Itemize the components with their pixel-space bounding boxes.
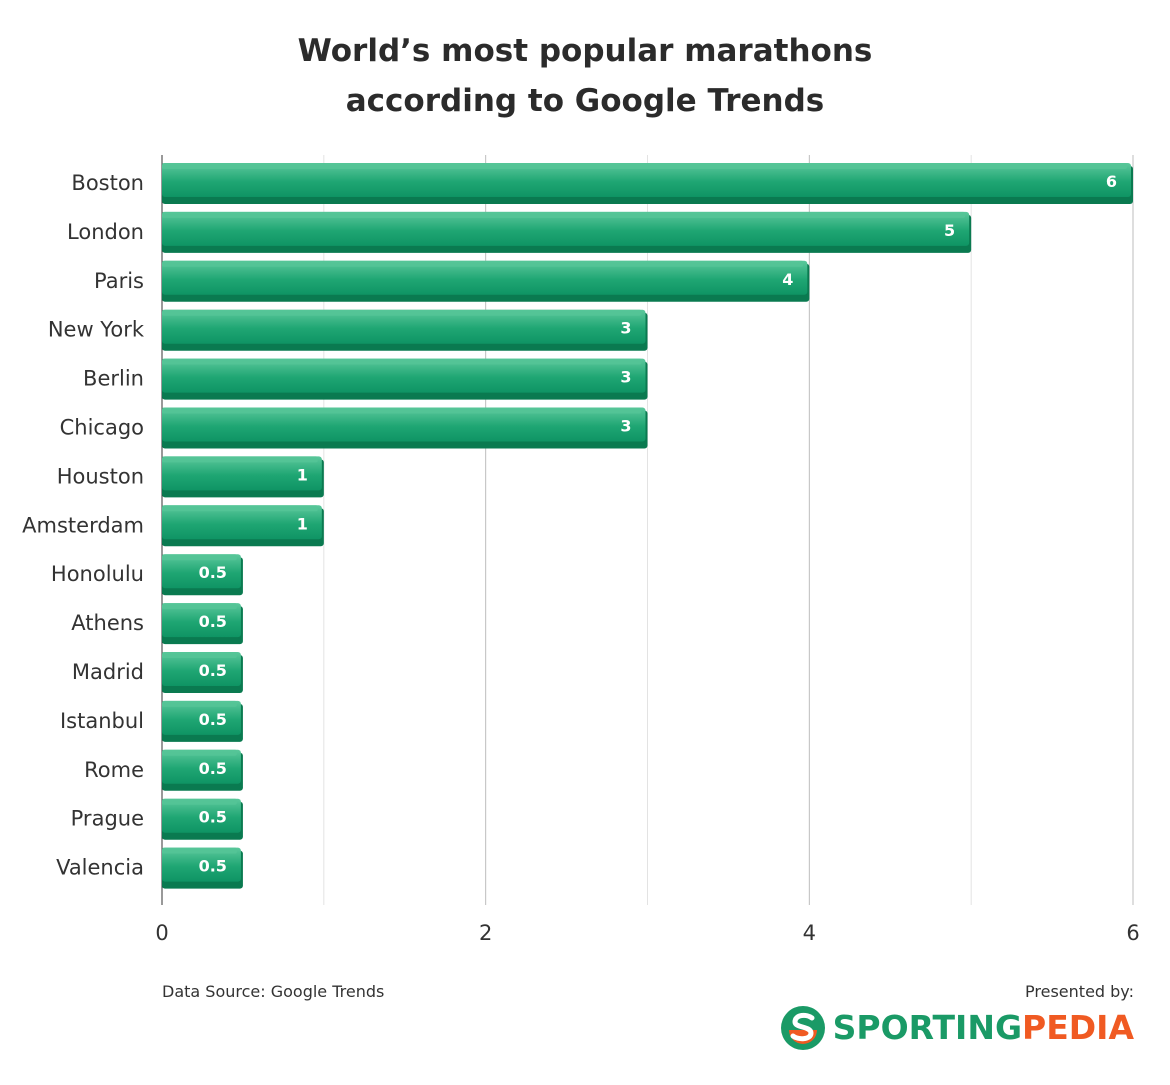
bar-group: 1 [162,505,324,547]
bar-value-label: 6 [1106,172,1117,191]
bar-highlight [162,309,642,316]
category-label: Valencia [56,856,144,880]
chart-title-line2: according to Google Trends [345,83,825,119]
category-label: Amsterdam [22,513,144,537]
presented-by-label: Presented by: [1025,982,1134,1001]
bar-value-label: 0.5 [199,612,227,631]
bar-highlight [162,456,318,463]
bar-highlight [162,652,237,658]
bar [162,456,322,491]
sportingpedia-logo: SPORTINGPEDIA [779,1004,1134,1052]
bar-value-label: 0.5 [199,759,227,778]
bar-value-label: 0.5 [199,808,227,827]
category-label: Honolulu [51,562,144,586]
bar [162,211,970,246]
bars: 6 5 4 3 3 3 1 1 0.5 0.5 0.5 0.5 0.5 0.5 0.5 [162,163,1133,889]
bar-value-label: 0.5 [199,563,227,582]
bar-highlight [162,700,237,707]
bar [162,700,241,735]
bar-value-label: 3 [620,368,631,387]
bar-highlight [162,505,318,512]
bar-group: 0.5 [162,798,243,840]
bar-value-label: 1 [297,465,308,484]
x-tick-label: 4 [803,921,816,945]
chart-title-line1: World’s most popular marathons [297,33,873,69]
sportingpedia-wordmark: SPORTINGPEDIA [833,1004,1134,1052]
x-tick-label: 2 [479,921,492,945]
bar [162,603,241,638]
bar-highlight [162,798,237,805]
bar-highlight [162,260,804,267]
bar [162,163,1131,197]
bar-highlight [162,554,237,561]
category-label: Paris [94,269,144,293]
bar-group: 0.5 [162,603,243,645]
bar [162,358,646,393]
category-label: Athens [71,611,144,635]
logo-word-pedia: PEDIA [1022,1008,1134,1047]
bar [162,407,646,442]
bar-highlight [162,211,966,218]
bar [162,847,241,882]
x-axis-ticks: 0 2 4 6 [155,921,1139,945]
bar-highlight [162,603,237,610]
chart-title: World’s most popular marathons according… [0,26,1170,126]
bar-value-label: 0.5 [199,710,227,729]
bar [162,309,646,344]
bar-value-label: 5 [944,221,955,240]
bar-highlight [162,163,1127,169]
bar-value-label: 0.5 [199,661,227,680]
category-label: Chicago [60,416,144,440]
bar-group: 3 [162,407,648,449]
category-label: Prague [71,807,144,831]
bar-highlight [162,358,642,365]
bar [162,749,241,784]
bar [162,505,322,540]
bar [162,798,241,833]
bar [162,554,241,589]
category-label: London [67,220,144,244]
category-label: Madrid [72,660,144,684]
category-labels: Boston London Paris New York Berlin Chicago Ho… [22,171,145,880]
bar-value-label: 0.5 [199,857,227,876]
x-tick-label: 6 [1126,921,1139,945]
sportingpedia-s-icon [780,1006,825,1050]
category-label: Berlin [83,367,144,391]
bar-group: 3 [162,358,648,400]
bar-value-label: 4 [782,270,793,289]
bar-group: 0.5 [162,749,243,791]
bar-group: 0.5 [162,847,243,889]
bar-group: 0.5 [162,554,243,596]
bar-value-label: 3 [620,319,631,338]
category-label: Houston [57,464,144,488]
category-label: Istanbul [60,709,144,733]
bar-value-label: 3 [620,417,631,436]
bar-group: 6 [162,163,1133,204]
bar-value-label: 1 [297,514,308,533]
bar [162,652,241,686]
bar-group: 1 [162,456,324,498]
bar-group: 0.5 [162,652,243,693]
bar-group: 5 [162,211,972,253]
category-label: Rome [84,758,144,782]
category-label: Boston [71,171,144,195]
bar-highlight [162,749,237,756]
bar-group: 4 [162,260,810,302]
bar [162,260,808,295]
bar-highlight [162,847,237,854]
logo-word-sporting: SPORTING [832,1008,1023,1047]
bar-highlight [162,407,642,414]
data-source-note: Data Source: Google Trends [162,982,385,1001]
bar-group: 3 [162,309,648,351]
category-label: New York [48,318,145,342]
bar-group: 0.5 [162,700,243,742]
x-tick-label: 0 [155,921,168,945]
